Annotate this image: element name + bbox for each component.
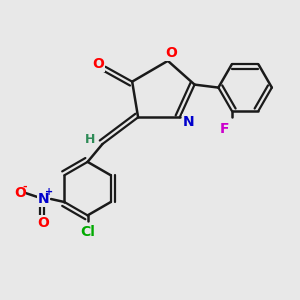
Text: O: O <box>92 57 104 71</box>
Text: O: O <box>38 216 50 230</box>
Text: N: N <box>38 192 50 206</box>
Text: Cl: Cl <box>80 225 95 239</box>
Text: N: N <box>183 115 194 129</box>
Text: O: O <box>14 186 26 200</box>
Text: O: O <box>165 46 177 60</box>
Text: H: H <box>85 133 96 146</box>
Text: F: F <box>220 122 229 136</box>
Text: -: - <box>22 182 27 192</box>
Text: +: + <box>45 187 53 196</box>
